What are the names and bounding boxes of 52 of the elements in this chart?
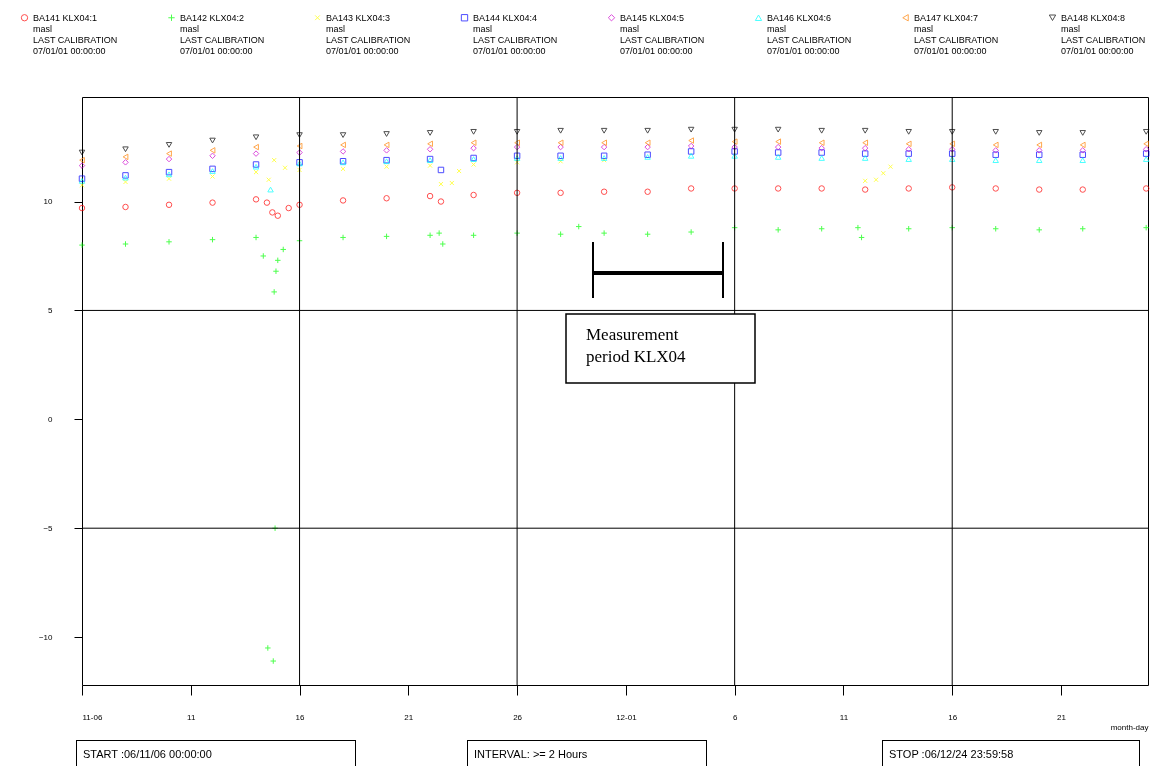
x-tick-label: 16 [948, 712, 958, 722]
text: LAST CALIBRATION [326, 34, 411, 45]
legend-label: BA145 KLX04:5 [620, 12, 685, 23]
text: 07/01/01 00:00:00 [473, 45, 546, 56]
x-axis-title: month-day [1110, 722, 1149, 732]
text: LAST CALIBRATION [914, 34, 999, 45]
y-tick-label: −10 [38, 632, 54, 642]
y-tick-label: 10 [43, 197, 54, 207]
text: LAST CALIBRATION [473, 34, 558, 45]
legend-label: BA147 KLX04:7 [914, 12, 979, 23]
text: LAST CALIBRATION [33, 34, 118, 45]
text: 07/01/01 00:00:00 [767, 45, 840, 56]
text: STOP :06/12/24 23:59:58 [882, 740, 1140, 766]
text: masl [1061, 23, 1081, 34]
text: masl [33, 23, 53, 34]
legend-label: BA141 KLX04:1 [33, 12, 98, 23]
text: LAST CALIBRATION [1061, 34, 1146, 45]
x-tick-label: 21 [404, 712, 414, 722]
legend-label: BA148 KLX04:8 [1061, 12, 1126, 23]
x-tick-label: 21 [1057, 712, 1067, 722]
text: 07/01/01 00:00:00 [914, 45, 987, 56]
x-tick-label: 6 [732, 712, 738, 722]
text: masl [767, 23, 787, 34]
text: LAST CALIBRATION [180, 34, 265, 45]
annotation: Measurement period KLX04 [586, 325, 687, 366]
text: masl [326, 23, 346, 34]
x-tick-label: 12-01 [616, 712, 638, 722]
text: 07/01/01 00:00:00 [620, 45, 693, 56]
x-tick-label: 11 [187, 712, 196, 722]
text: masl [180, 23, 200, 34]
text: INTERVAL: >= 2 Hours [467, 740, 707, 766]
legend-label: BA144 KLX04:4 [473, 12, 538, 23]
y-tick-label: −5 [43, 523, 54, 533]
text: 07/01/01 00:00:00 [33, 45, 106, 56]
x-tick-label: 11 [839, 712, 849, 722]
legend-label: BA143 KLX04:3 [326, 12, 391, 23]
y-tick-label: 5 [48, 305, 54, 315]
x-tick-label: 11-06 [82, 712, 103, 722]
text: masl [620, 23, 640, 34]
x-tick-label: 26 [513, 712, 523, 722]
text: masl [473, 23, 493, 34]
text: 07/01/01 00:00:00 [180, 45, 253, 56]
y-tick-label: 0 [48, 414, 54, 424]
text: 07/01/01 00:00:00 [1061, 45, 1134, 56]
legend-label: BA146 KLX04:6 [767, 12, 832, 23]
legend-label: BA142 KLX04:2 [180, 12, 245, 23]
text: LAST CALIBRATION [767, 34, 852, 45]
text: START :06/11/06 00:00:00 [76, 740, 356, 766]
text: 07/01/01 00:00:00 [326, 45, 399, 56]
text: masl [914, 23, 934, 34]
x-tick-label: 16 [295, 712, 306, 722]
text: LAST CALIBRATION [620, 34, 705, 45]
